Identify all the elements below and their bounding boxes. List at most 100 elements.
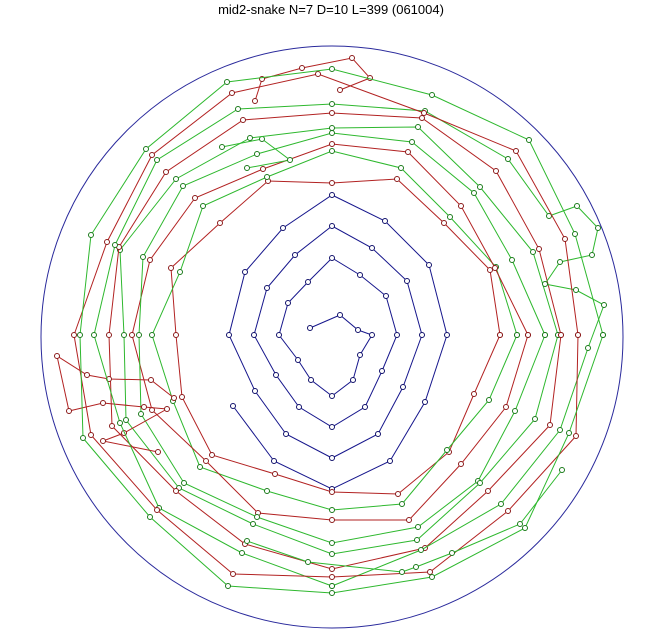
- snake-node: [239, 550, 245, 556]
- snake-node: [271, 458, 277, 464]
- snake-node: [505, 156, 511, 162]
- snake-node: [66, 408, 72, 414]
- snake-node: [575, 332, 581, 338]
- snake-node: [242, 269, 248, 275]
- snake-node: [589, 252, 595, 258]
- snake-node: [517, 521, 523, 527]
- snake-node: [369, 332, 375, 338]
- snake-node: [171, 395, 177, 401]
- snake-node: [229, 90, 235, 96]
- snake-node: [404, 278, 410, 284]
- snake-node: [163, 169, 169, 175]
- snake-node: [264, 488, 270, 494]
- snake-node: [419, 115, 425, 121]
- snake-node: [240, 117, 246, 123]
- snake-node: [349, 55, 355, 61]
- snake-node: [542, 332, 548, 338]
- snake-node: [600, 332, 606, 338]
- snake-node: [329, 130, 335, 136]
- snake-node: [292, 252, 298, 258]
- snake-node: [329, 455, 335, 461]
- snake-node: [71, 332, 77, 338]
- snake-node: [357, 272, 363, 278]
- snake-node: [329, 424, 335, 430]
- snake-node: [329, 517, 335, 523]
- snake-node: [217, 220, 223, 226]
- snake-node: [429, 92, 435, 98]
- snake-node: [54, 353, 60, 359]
- snake-node: [244, 538, 250, 544]
- snake-node: [387, 458, 393, 464]
- snake-node: [106, 332, 112, 338]
- snake-node: [100, 438, 106, 444]
- snake-node: [173, 176, 179, 182]
- snake-node: [260, 166, 266, 172]
- snake-node: [225, 583, 231, 589]
- snake-node: [429, 574, 435, 580]
- snake-node: [136, 332, 142, 338]
- snake-node: [209, 452, 215, 458]
- snake-node: [285, 300, 291, 306]
- snake-node: [573, 287, 579, 293]
- snake-node: [409, 139, 415, 145]
- snake-node: [235, 106, 241, 112]
- snake-node: [305, 279, 311, 285]
- snake-node: [88, 432, 94, 438]
- snake-node: [477, 480, 483, 486]
- snake-node: [421, 110, 427, 116]
- loop-f-red: [106, 110, 564, 572]
- snake-node: [525, 332, 531, 338]
- snake-node: [329, 393, 335, 399]
- snake-node: [497, 332, 503, 338]
- snake-node: [147, 514, 153, 520]
- snake-node: [100, 400, 106, 406]
- snake-node: [329, 192, 335, 198]
- snake-node: [503, 404, 509, 410]
- snake-node: [532, 416, 538, 422]
- snake-node: [350, 377, 356, 383]
- snake-node: [141, 404, 147, 410]
- snake-node: [264, 174, 270, 180]
- snake-node: [252, 388, 258, 394]
- snake-node: [173, 488, 179, 494]
- snake-node: [197, 464, 203, 470]
- snake-node: [449, 550, 455, 556]
- snake-node: [149, 332, 155, 338]
- snake-node: [329, 101, 335, 107]
- snake-node: [471, 190, 477, 196]
- loop-c-red: [129, 141, 531, 523]
- snake-node: [355, 327, 361, 333]
- snake-node: [492, 265, 498, 271]
- snake-node: [566, 430, 572, 436]
- snake-node: [192, 195, 198, 201]
- snake-node: [418, 547, 424, 553]
- snake-node: [123, 417, 129, 423]
- snake-node: [379, 368, 385, 374]
- snake-node: [154, 157, 160, 163]
- snake-node: [427, 569, 433, 575]
- snake-node: [547, 422, 553, 428]
- plot-title: mid2-snake N=7 D=10 L=399 (061004): [218, 2, 444, 17]
- snake-node: [104, 239, 110, 245]
- snake-node: [329, 489, 335, 495]
- snake-node: [230, 571, 236, 577]
- snake-node: [299, 65, 305, 71]
- snake-node: [164, 406, 170, 412]
- snake-node: [394, 176, 400, 182]
- snake-node: [117, 420, 123, 426]
- snake-node: [155, 449, 161, 455]
- snake-node: [287, 157, 293, 163]
- snake-node: [224, 79, 230, 85]
- snake-node: [295, 357, 301, 363]
- snake-node: [419, 332, 425, 338]
- snake-node: [329, 66, 335, 72]
- snake-node: [140, 254, 146, 260]
- snake-node: [399, 569, 405, 575]
- snake-node: [498, 501, 504, 507]
- snake-node: [250, 521, 256, 527]
- snake-node: [173, 332, 179, 338]
- snake-node: [369, 245, 375, 251]
- snake-node: [514, 332, 520, 338]
- snake-node: [179, 394, 185, 400]
